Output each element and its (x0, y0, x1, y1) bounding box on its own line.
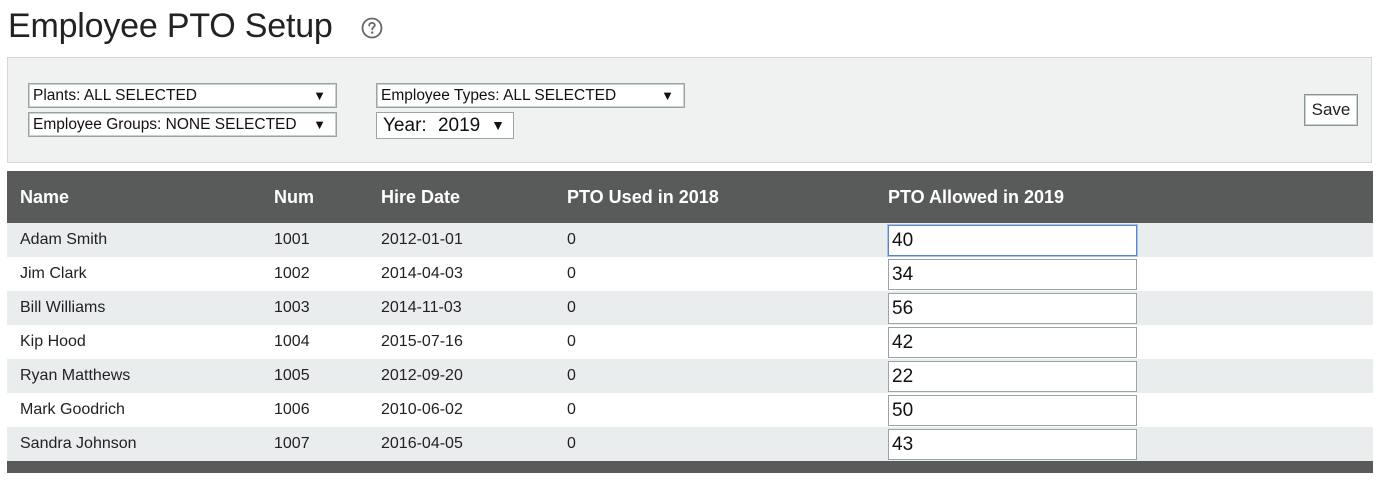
table-row: Sandra Johnson 1007 2016-04-05 0 (7, 427, 1373, 461)
year-select-label: Year: (383, 115, 427, 136)
pto-used: 0 (567, 435, 576, 452)
employee-num: 1002 (274, 265, 310, 282)
employee-num: 1005 (274, 367, 310, 384)
table-footer (7, 461, 1373, 473)
employee-groups-select[interactable]: Employee Groups: NONE SELECTED ▼ (28, 112, 337, 137)
pto-used: 0 (567, 401, 576, 418)
employee-name: Mark Goodrich (20, 401, 125, 418)
pto-allowed-input[interactable] (888, 225, 1137, 256)
year-select-value: 2019 (437, 115, 481, 136)
pto-allowed-input[interactable] (888, 429, 1137, 460)
employee-num: 1003 (274, 299, 310, 316)
chevron-down-icon: ▼ (491, 117, 505, 133)
help-icon[interactable] (361, 17, 383, 39)
hire-date: 2010-06-02 (381, 401, 463, 418)
table-row: Mark Goodrich 1006 2010-06-02 0 (7, 393, 1373, 427)
hire-date: 2014-04-03 (381, 265, 463, 282)
column-header-name[interactable]: Name (20, 187, 70, 207)
employee-types-select-label: Employee Types: ALL SELECTED (381, 87, 617, 104)
pto-allowed-input[interactable] (888, 395, 1137, 426)
employee-name: Sandra Johnson (20, 435, 137, 452)
pto-used: 0 (567, 231, 576, 248)
table-header: Name Num Hire Date PTO Used in 2018 PTO … (7, 171, 1373, 223)
pto-allowed-input[interactable] (888, 259, 1137, 290)
pto-allowed-input[interactable] (888, 327, 1137, 358)
employee-name: Bill Williams (20, 299, 106, 316)
employee-types-select[interactable]: Employee Types: ALL SELECTED ▼ (376, 83, 685, 108)
table-row: Ryan Matthews 1005 2012-09-20 0 (7, 359, 1373, 393)
employee-name: Jim Clark (20, 265, 87, 282)
column-header-hire-date[interactable]: Hire Date (381, 187, 461, 207)
hire-date: 2012-01-01 (381, 231, 463, 248)
plants-select-label: Plants: ALL SELECTED (33, 87, 197, 104)
pto-allowed-input[interactable] (888, 293, 1137, 324)
employee-name: Ryan Matthews (20, 367, 131, 384)
hire-date: 2012-09-20 (381, 367, 463, 384)
column-header-num[interactable]: Num (274, 187, 314, 207)
pto-used: 0 (567, 367, 576, 384)
pto-table: Name Num Hire Date PTO Used in 2018 PTO … (7, 171, 1373, 473)
employee-num: 1004 (274, 333, 310, 350)
column-header-pto-allowed[interactable]: PTO Allowed in 2019 (888, 187, 1065, 207)
page-title: Employee PTO Setup (8, 7, 333, 45)
chevron-down-icon: ▼ (313, 88, 326, 103)
hire-date: 2016-04-05 (381, 435, 463, 452)
table-row: Adam Smith 1001 2012-01-01 0 (7, 223, 1373, 257)
year-select[interactable]: Year: 2019 ▼ (376, 112, 514, 139)
employee-name: Adam Smith (20, 231, 108, 248)
pto-allowed-input[interactable] (888, 361, 1137, 392)
hire-date: 2014-11-03 (381, 299, 462, 316)
save-button[interactable]: Save (1304, 94, 1358, 126)
plants-select[interactable]: Plants: ALL SELECTED ▼ (28, 83, 337, 108)
table-row: Jim Clark 1002 2014-04-03 0 (7, 257, 1373, 291)
pto-used: 0 (567, 299, 576, 316)
chevron-down-icon: ▼ (313, 117, 326, 132)
filter-panel: Plants: ALL SELECTED ▼ Employee Groups: … (7, 57, 1372, 163)
employee-name: Kip Hood (20, 333, 86, 350)
employee-groups-select-label: Employee Groups: NONE SELECTED (33, 116, 297, 133)
table-row: Kip Hood 1004 2015-07-16 0 (7, 325, 1373, 359)
pto-used: 0 (567, 265, 576, 282)
hire-date: 2015-07-16 (381, 333, 463, 350)
chevron-down-icon: ▼ (661, 88, 674, 103)
employee-num: 1007 (274, 435, 310, 452)
employee-num: 1001 (274, 231, 310, 248)
pto-used: 0 (567, 333, 576, 350)
column-header-pto-used[interactable]: PTO Used in 2018 (567, 187, 719, 207)
table-row: Bill Williams 1003 2014-11-03 0 (7, 291, 1373, 325)
employee-num: 1006 (274, 401, 310, 418)
